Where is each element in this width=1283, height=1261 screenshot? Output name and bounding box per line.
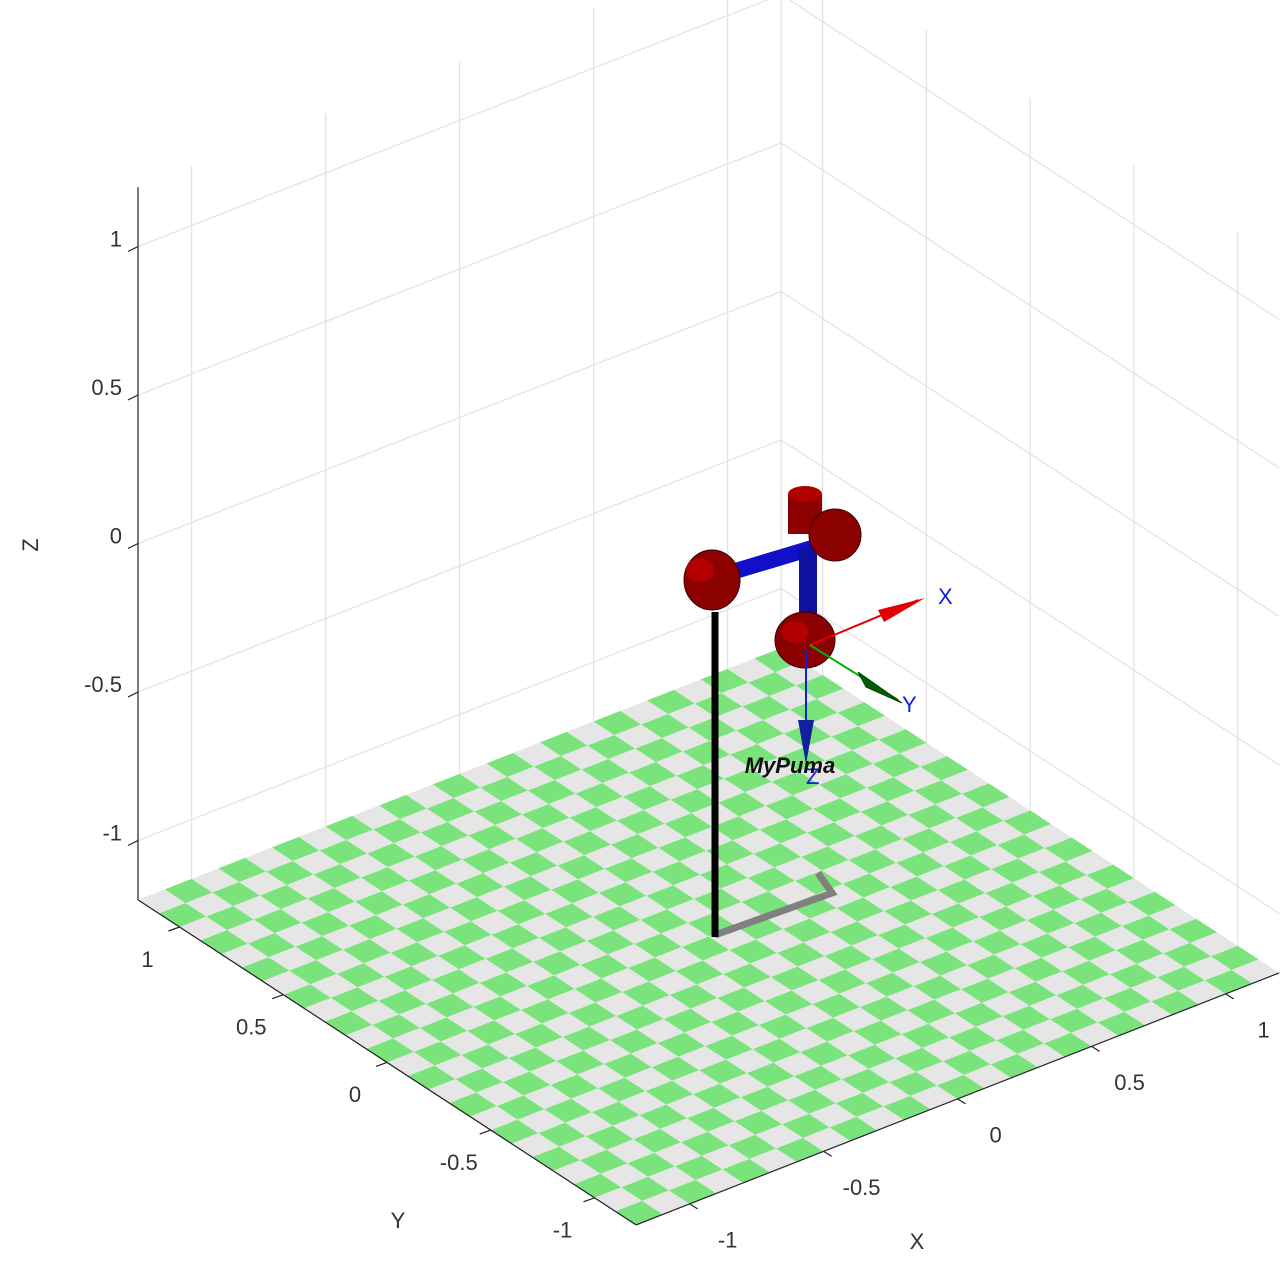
y-tick — [480, 1130, 491, 1134]
x-tick — [690, 1204, 698, 1209]
z-tick — [128, 841, 138, 846]
y-tick — [376, 1062, 387, 1066]
x-tick — [958, 1099, 966, 1104]
x-tick-label: 0 — [989, 1123, 1001, 1148]
frame-y-arrow — [858, 672, 902, 703]
robot-joint — [782, 621, 808, 643]
frame-x-arrow — [878, 598, 925, 622]
z-tick-label: 1 — [110, 226, 122, 251]
x-tick-label: -0.5 — [843, 1175, 881, 1200]
chart: -1-0.500.51-1-0.500.51-1-0.500.51 X Y Z … — [0, 0, 1283, 1261]
z-tick-label: 0.5 — [91, 375, 122, 400]
z-tick-label: 0 — [110, 523, 122, 548]
robot-joint — [788, 486, 822, 502]
y-tick — [584, 1198, 595, 1202]
x-tick-label: 0.5 — [1114, 1070, 1145, 1095]
frame-y-label: Y — [902, 692, 917, 717]
z-tick — [128, 247, 138, 252]
z-tick — [128, 544, 138, 549]
checkerboard-floor — [138, 648, 1279, 1225]
x-axis-label: X — [910, 1229, 925, 1254]
y-axis-label: Y — [391, 1208, 406, 1233]
x-tick-label: 1 — [1257, 1018, 1269, 1043]
frame-x-label: X — [938, 584, 953, 609]
robot-joint — [809, 509, 861, 561]
y-tick-label: 0.5 — [236, 1015, 267, 1040]
z-tick-label: -0.5 — [84, 672, 122, 697]
x-tick — [1226, 994, 1234, 999]
y-tick-label: -1 — [553, 1218, 573, 1243]
robot-name: MyPuma — [745, 753, 835, 778]
y-tick — [272, 995, 283, 999]
z-tick — [128, 395, 138, 400]
x-tick — [1092, 1046, 1100, 1051]
z-tick — [128, 692, 138, 697]
z-tick-label: -1 — [102, 820, 122, 845]
z-axis-label: Z — [18, 538, 43, 551]
x-tick-label: -1 — [718, 1228, 738, 1253]
y-tick-label: 1 — [141, 947, 153, 972]
page: -1-0.500.51-1-0.500.51-1-0.500.51 X Y Z … — [0, 0, 1283, 1261]
robot-joint — [686, 558, 714, 582]
x-tick — [824, 1151, 832, 1156]
y-tick — [169, 927, 180, 931]
y-tick-label: 0 — [349, 1082, 361, 1107]
y-tick-label: -0.5 — [440, 1150, 478, 1175]
